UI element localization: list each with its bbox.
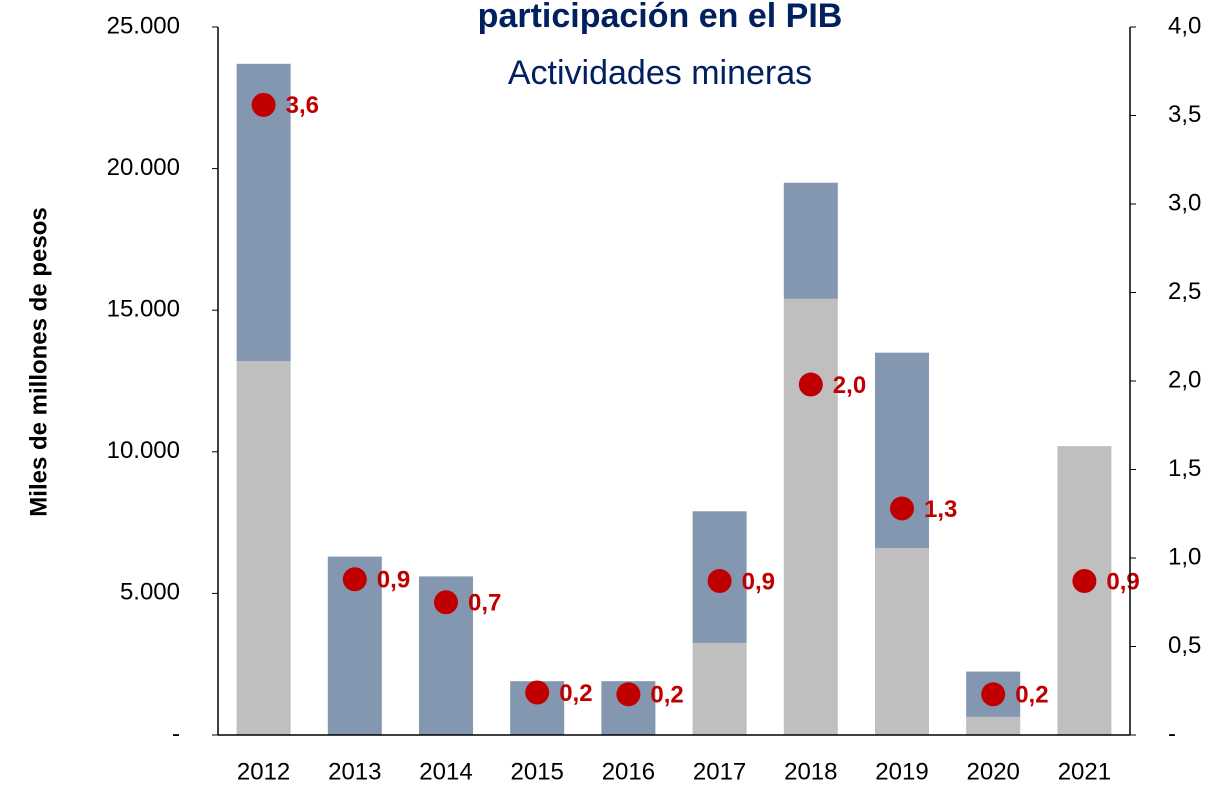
y2-tick-label: 3,0 [1168,189,1201,216]
y2-tick-label: 1,5 [1168,455,1201,482]
y2-tick-label: 0,5 [1168,632,1201,659]
bar [875,548,929,735]
data-label: 0,9 [1106,568,1139,595]
y-tick-label: 20.000 [107,154,180,181]
dot [342,567,367,592]
y2-tick-label: 2,0 [1168,366,1201,393]
dot [1072,569,1097,594]
y2-tick-label: 2,5 [1168,278,1201,305]
x-tick-label: 2013 [328,758,381,785]
y-axis-label: Miles de millones de pesos [25,207,52,516]
dot [890,496,914,521]
data-label: 0,9 [377,567,410,594]
data-label: 0,9 [742,568,775,595]
dot [434,590,458,615]
chart-subtitle: Actividades mineras [508,54,812,92]
chart-title: participación en el PIB [478,0,843,35]
dot [616,682,641,707]
dot [981,682,1006,707]
y2-tick-label: 4,0 [1168,12,1201,39]
bar [966,716,1021,735]
x-tick-label: 2017 [693,758,746,785]
bar [783,298,838,735]
y-tick-label: 25.000 [107,12,180,39]
data-label: 0,2 [1015,682,1048,709]
dot [707,569,732,594]
y2-tick-label: 1,0 [1168,543,1201,570]
dot [798,372,823,397]
bar [783,182,838,299]
x-tick-label: 2014 [419,758,472,785]
dot [251,92,276,117]
data-label: 0,7 [468,590,501,617]
x-tick-label: 2016 [602,758,655,785]
x-tick-label: 2015 [511,758,564,785]
y2-tick-label: - [1168,720,1176,747]
x-tick-label: 2021 [1058,758,1111,785]
x-tick-label: 2018 [784,758,837,785]
y-tick-label: 10.000 [107,437,180,464]
x-tick-label: 2012 [237,758,290,785]
data-label: 0,2 [650,682,683,709]
x-tick-label: 2020 [967,758,1020,785]
y-tick-label: 15.000 [107,296,180,323]
y-tick-label: - [172,720,180,747]
bar [236,361,291,735]
x-tick-label: 2019 [875,758,928,785]
data-label: 3,6 [286,92,319,119]
bar [692,642,747,735]
data-label: 2,0 [833,372,866,399]
dot [525,680,550,705]
data-label: 1,3 [924,496,957,523]
y2-tick-label: 3,5 [1168,101,1201,128]
y-tick-label: 5.000 [120,579,180,606]
data-label: 0,2 [559,680,592,707]
